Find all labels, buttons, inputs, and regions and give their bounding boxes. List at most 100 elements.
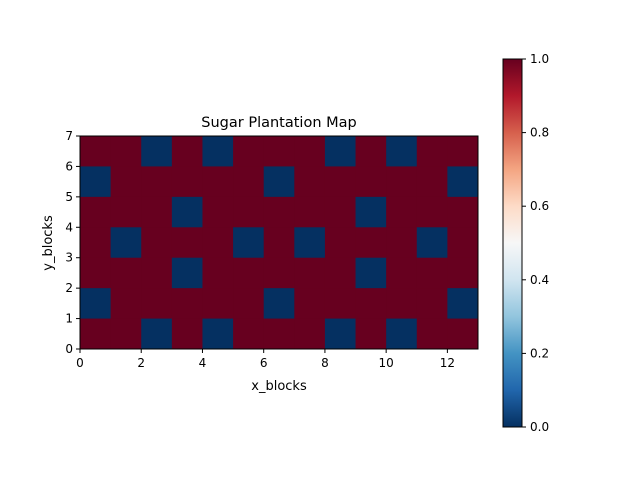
heatmap-cell — [447, 318, 479, 350]
heatmap-cell — [263, 288, 295, 320]
heatmap-cell — [171, 227, 203, 259]
heatmap-cell — [202, 288, 234, 320]
chart-title: Sugar Plantation Map — [201, 115, 356, 131]
y-tick-label: 7 — [65, 129, 73, 143]
heatmap-cell — [141, 257, 173, 289]
heatmap-cell — [80, 318, 112, 350]
colorbar-ticks: 0.0 0.2 0.4 0.6 0.8 1.0 — [522, 52, 549, 434]
heatmap-cell — [263, 166, 295, 198]
heatmap-cell — [416, 257, 448, 289]
heatmap-cell — [263, 136, 295, 167]
colorbar-tick-label: 0.6 — [530, 199, 549, 213]
y-tick-label: 1 — [65, 312, 73, 326]
heatmap-cell — [202, 196, 234, 228]
heatmap-cell — [355, 288, 387, 320]
heatmap-cell — [202, 257, 234, 289]
heatmap-cell — [324, 196, 357, 228]
heatmap-cell — [324, 227, 357, 259]
heatmap-cell — [324, 318, 357, 350]
x-tick-label: 4 — [199, 356, 207, 370]
colorbar-tick-label: 0.8 — [530, 126, 549, 140]
heatmap-cell — [294, 227, 326, 259]
heatmap-cell — [141, 227, 173, 259]
heatmap-cell — [80, 136, 112, 167]
heatmap-cell — [386, 227, 418, 259]
heatmap-cell — [171, 136, 203, 167]
heatmap-cell — [233, 136, 265, 167]
heatmap-cell — [386, 318, 418, 350]
heatmap-cell — [171, 318, 203, 350]
heatmap-cell — [263, 227, 295, 259]
heatmap-cell — [202, 318, 234, 350]
heatmap-cell — [110, 257, 142, 289]
heatmap-cell — [110, 196, 142, 228]
colorbar-tick-label: 0.2 — [530, 346, 549, 360]
heatmap-cell — [386, 166, 418, 198]
heatmap-cell — [416, 136, 448, 167]
heatmap-cell — [80, 257, 112, 289]
x-tick-label: 6 — [260, 356, 268, 370]
y-tick-label: 5 — [65, 190, 73, 204]
heatmap-cell — [355, 166, 387, 198]
heatmap-cell — [110, 318, 142, 350]
heatmap-cell — [447, 257, 479, 289]
heatmap-cell — [447, 288, 479, 320]
y-tick-label: 2 — [65, 281, 73, 295]
heatmap-cell — [263, 318, 295, 350]
heatmap-cell — [416, 196, 448, 228]
heatmap-cell — [294, 288, 326, 320]
heatmap-cell — [355, 136, 387, 167]
heatmap-cell — [141, 288, 173, 320]
heatmap-cell — [294, 136, 326, 167]
colorbar-tick-label: 0.0 — [530, 420, 549, 434]
heatmap-cell — [294, 318, 326, 350]
heatmap-cell — [233, 227, 265, 259]
x-axis-ticks: 0 2 4 6 8 10 12 — [76, 349, 455, 370]
heatmap-cell — [263, 196, 295, 228]
y-axis-ticks: 0 1 2 3 4 5 6 7 — [65, 129, 80, 356]
heatmap-cell — [233, 166, 265, 198]
heatmap-cell — [202, 166, 234, 198]
heatmap-cell — [447, 196, 479, 228]
heatmap-cell — [416, 166, 448, 198]
heatmap-cell — [141, 136, 173, 167]
heatmap-cell — [416, 288, 448, 320]
heatmap-cell — [171, 166, 203, 198]
y-axis-label: y_blocks — [41, 215, 56, 271]
heatmap-cell — [324, 257, 357, 289]
heatmap-cell — [355, 227, 387, 259]
y-tick-label: 0 — [65, 342, 73, 356]
heatmap-cell — [80, 166, 112, 198]
y-tick-label: 4 — [65, 220, 73, 234]
heatmap-cell — [202, 136, 234, 167]
colorbar-tick-label: 0.4 — [530, 273, 549, 287]
heatmap-cell — [386, 196, 418, 228]
heatmap-cell — [324, 166, 357, 198]
heatmap-cells — [80, 136, 479, 350]
heatmap-cell — [110, 136, 142, 167]
heatmap-cell — [386, 136, 418, 167]
colorbar-tick-label: 1.0 — [530, 52, 549, 66]
x-tick-label: 10 — [379, 356, 394, 370]
heatmap-cell — [171, 196, 203, 228]
heatmap-cell — [324, 136, 357, 167]
heatmap-cell — [233, 288, 265, 320]
y-tick-label: 3 — [65, 251, 73, 265]
heatmap-cell — [202, 227, 234, 259]
x-tick-label: 12 — [440, 356, 455, 370]
heatmap-cell — [447, 136, 479, 167]
heatmap-cell — [141, 166, 173, 198]
heatmap-cell — [233, 318, 265, 350]
heatmap-cell — [386, 257, 418, 289]
heatmap-cell — [294, 166, 326, 198]
heatmap-cell — [141, 318, 173, 350]
heatmap-cell — [447, 166, 479, 198]
heatmap-cell — [447, 227, 479, 259]
heatmap-cell — [416, 318, 448, 350]
heatmap-cell — [386, 288, 418, 320]
x-tick-label: 8 — [321, 356, 329, 370]
heatmap-cell — [355, 318, 387, 350]
heatmap-cell — [80, 227, 112, 259]
